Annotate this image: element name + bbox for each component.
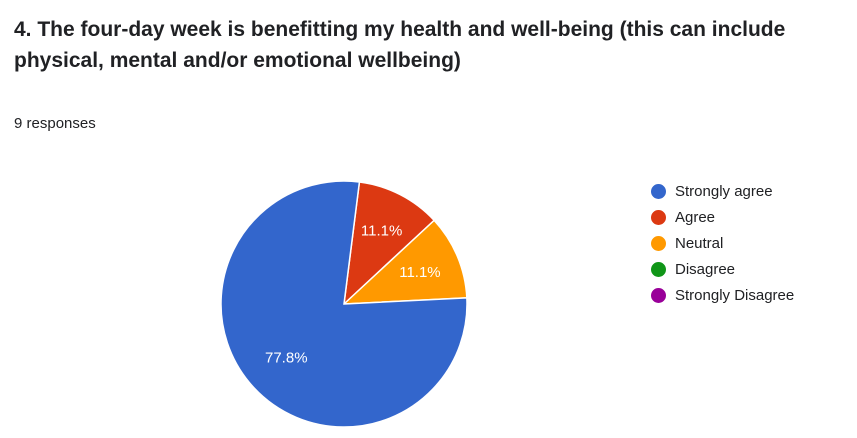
legend-label: Neutral (675, 234, 724, 252)
legend-label: Strongly agree (675, 182, 773, 200)
legend-item-neutral[interactable]: Neutral (651, 230, 794, 256)
legend-swatch (651, 209, 666, 225)
legend-item-strongly-disagree[interactable]: Strongly Disagree (651, 282, 794, 308)
chart-legend: Strongly agree Agree Neutral Disagree Strong… (651, 178, 794, 308)
response-count: 9 responses (14, 115, 96, 132)
legend-label: Disagree (675, 260, 736, 278)
legend-label: Strongly Disagree (675, 286, 795, 304)
legend-label: Agree (675, 208, 716, 226)
pie-slice-agree[interactable] (342, 181, 436, 306)
pie-slice-neutral[interactable] (341, 219, 468, 305)
legend-swatch (651, 287, 666, 303)
legend-item-strongly-agree[interactable]: Strongly agree (651, 178, 794, 204)
pie-slice-strongly-agree[interactable] (220, 180, 468, 428)
pie-label-strongly-agree: 77.8% (265, 350, 308, 367)
legend-item-agree[interactable]: Agree (651, 204, 794, 230)
pie-label-agree: 11.1% (361, 223, 402, 240)
legend-swatch (651, 261, 666, 277)
legend-swatch (651, 235, 666, 251)
legend-item-disagree[interactable]: Disagree (651, 256, 794, 282)
pie-label-neutral: 11.1% (399, 264, 440, 281)
question-title: 4. The four-day week is benefitting my h… (14, 18, 786, 72)
legend-swatch (651, 183, 666, 199)
